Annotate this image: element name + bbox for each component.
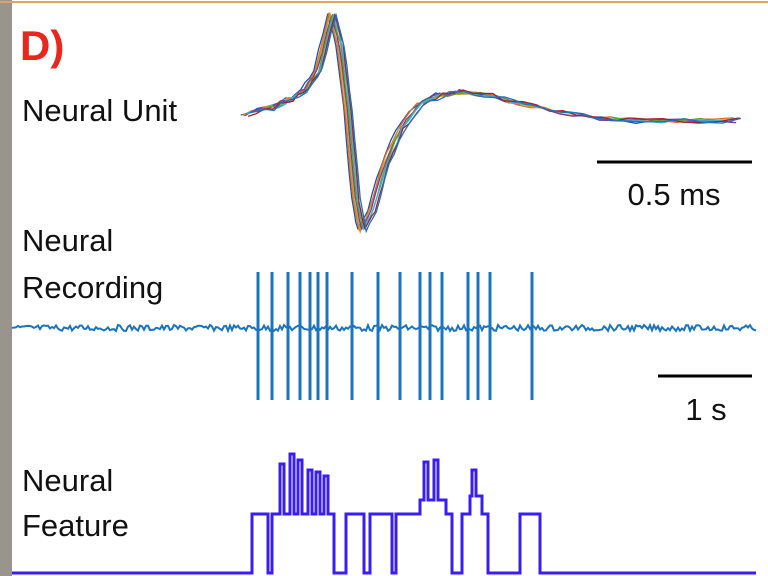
neural-recording [11, 272, 757, 400]
feature-label: Feature [22, 508, 129, 543]
waveform [249, 12, 742, 234]
panel-letter: D) [20, 22, 64, 69]
scale-bar-label: 1 s [685, 392, 726, 427]
feature-trace [12, 452, 756, 575]
recording-baseline [11, 322, 757, 334]
unit-waveforms [240, 11, 742, 235]
scale-bar-label: 0.5 ms [627, 177, 720, 212]
left-image-strip [0, 0, 12, 576]
feature-label: Neural [22, 463, 113, 498]
unit-label: Neural Unit [22, 93, 177, 128]
waveform [244, 14, 737, 231]
recording-label: Recording [22, 270, 163, 305]
recording-label: Neural [22, 223, 113, 258]
